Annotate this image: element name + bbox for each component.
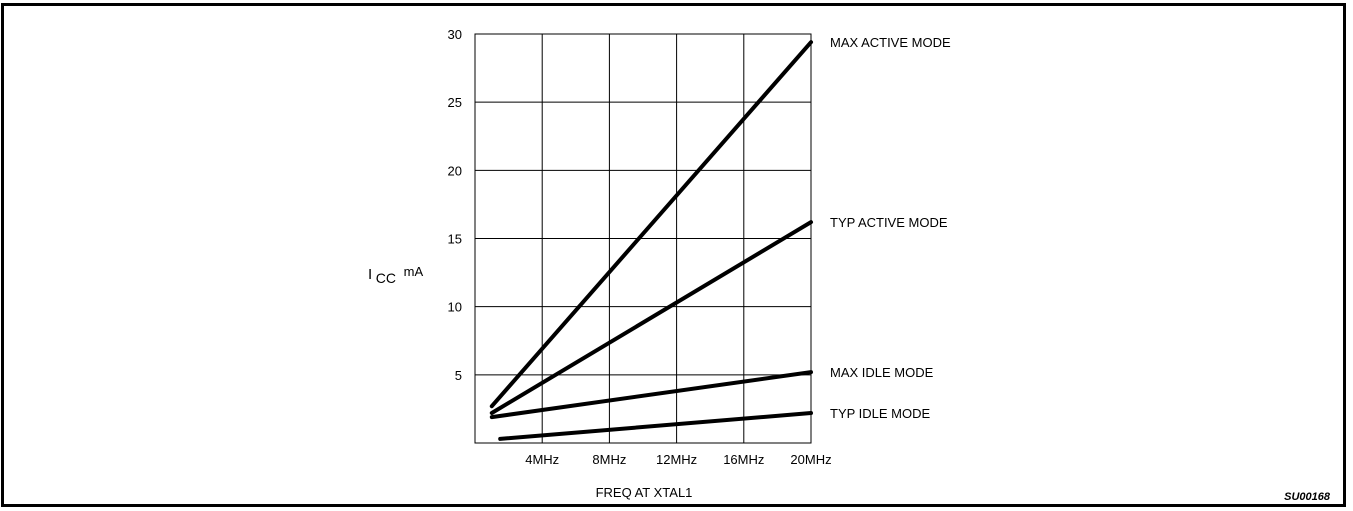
grid (475, 33, 812, 443)
axes (474, 33, 812, 444)
x-tick-label-20: 20MHz (790, 452, 831, 467)
y-tick-label-20: 20 (448, 163, 462, 178)
y-tick-label-25: 25 (448, 95, 462, 110)
series-line-2 (489, 220, 813, 416)
series-lines (489, 40, 813, 441)
x-tick-label-8: 8MHz (592, 452, 626, 467)
series-label-3: MAX IDLE MODE (830, 365, 934, 380)
x-axis-label: FREQ AT XTAL1 (596, 485, 693, 500)
series-line-1 (489, 40, 813, 409)
series-line-4 (498, 411, 813, 441)
y-tick-labels: 5 10 15 20 25 30 (448, 27, 462, 383)
series-label-4: TYP IDLE MODE (830, 406, 931, 421)
x-tick-label-16: 16MHz (723, 452, 764, 467)
series-label-1: MAX ACTIVE MODE (830, 35, 951, 50)
x-tick-label-12: 12MHz (656, 452, 697, 467)
series-line-3 (489, 370, 813, 420)
x-tick-label-4: 4MHz (525, 452, 559, 467)
series-labels: MAX ACTIVE MODE TYP ACTIVE MODE MAX IDLE M… (830, 35, 951, 421)
y-tick-label-15: 15 (448, 232, 462, 247)
y-tick-label-10: 10 (448, 300, 462, 315)
plot-frame (474, 33, 812, 444)
y-tick-label-30: 30 (448, 27, 462, 42)
y-axis-label-unit: mA (404, 264, 424, 279)
series-label-2: TYP ACTIVE MODE (830, 215, 948, 230)
y-axis-label-main: I (368, 266, 372, 283)
y-tick-label-5: 5 (455, 368, 462, 383)
y-axis-label-sub: CC (376, 270, 396, 286)
figure-code: SU00168 (1284, 491, 1331, 503)
x-tick-labels: 4MHz 8MHz 12MHz 16MHz 20MHz (525, 452, 831, 467)
y-axis-label: I CC mA (368, 264, 423, 286)
